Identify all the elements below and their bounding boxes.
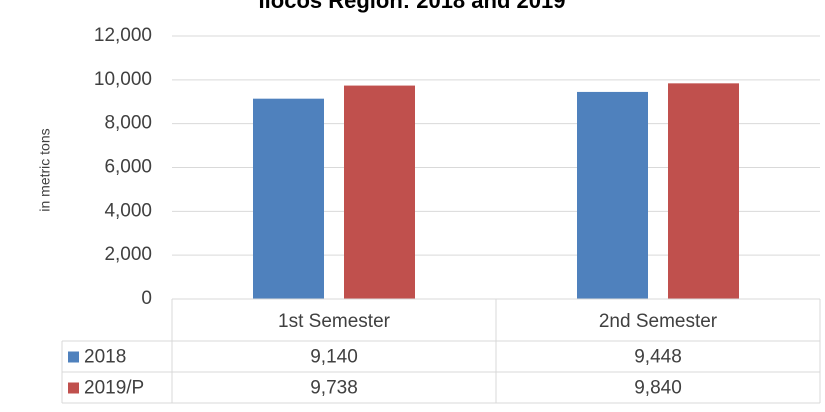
chart-title: Ilocos Region: 2018 and 2019 xyxy=(259,0,566,13)
legend-label: 2018 xyxy=(84,347,126,368)
y-tick-label: 2,000 xyxy=(104,244,152,265)
bar xyxy=(577,91,648,299)
bar xyxy=(344,85,415,299)
y-tick-label: 8,000 xyxy=(104,113,152,134)
table-value: 9,738 xyxy=(310,378,358,399)
x-tick-label: 1st Semester xyxy=(278,311,391,332)
legend-swatch xyxy=(68,351,79,363)
y-tick-label: 0 xyxy=(141,288,152,309)
table-value: 9,448 xyxy=(634,347,682,368)
table-value: 9,140 xyxy=(310,347,358,368)
table-value: 9,840 xyxy=(634,378,682,399)
y-tick-label: 10,000 xyxy=(94,69,152,90)
bar xyxy=(668,83,739,299)
y-tick-label: 12,000 xyxy=(94,25,152,46)
x-tick-label: 2nd Semester xyxy=(599,311,718,332)
y-axis-label: in metric tons xyxy=(37,128,53,211)
legend-swatch xyxy=(68,382,79,394)
y-tick-label: 4,000 xyxy=(104,200,152,221)
y-tick-label: 6,000 xyxy=(104,157,152,178)
legend-label: 2019/P xyxy=(84,378,144,399)
bar xyxy=(253,98,324,299)
